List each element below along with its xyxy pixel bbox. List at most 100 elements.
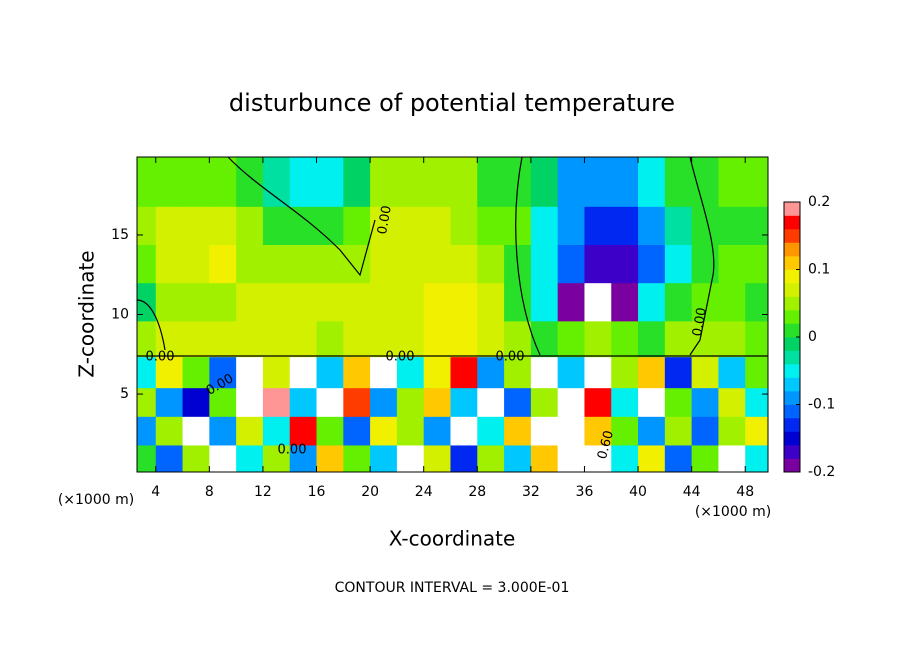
field-cell	[137, 387, 157, 417]
field-cell	[262, 356, 291, 389]
field-cell	[316, 416, 344, 446]
field-cell	[584, 206, 612, 245]
field-cell	[137, 282, 157, 322]
colorbar-swatch	[784, 323, 800, 338]
field-cell	[584, 356, 612, 389]
field-cell	[209, 444, 237, 473]
field-cell	[530, 206, 559, 245]
field-cell	[504, 444, 532, 473]
field-cell	[611, 387, 639, 417]
field-cell	[691, 244, 719, 284]
field-cell	[209, 416, 237, 446]
field-cell	[530, 282, 559, 322]
colorbar-swatch	[784, 283, 800, 297]
colorbar-swatch	[784, 269, 800, 284]
field-cell	[289, 282, 318, 322]
field-cell	[137, 320, 157, 358]
field-cell	[477, 320, 505, 358]
field-cell	[137, 244, 157, 284]
field-cell	[504, 387, 532, 417]
field-cell	[343, 356, 371, 389]
field-cell	[664, 206, 693, 245]
field-cell	[557, 320, 585, 358]
field-cell	[718, 157, 746, 207]
field-cell	[396, 206, 425, 245]
field-cell	[155, 282, 184, 322]
colorbar-swatch	[784, 431, 800, 446]
contour-label: 0.00	[386, 350, 415, 365]
field-cell	[584, 320, 612, 358]
field-cell	[155, 356, 184, 389]
field-cell	[182, 416, 210, 446]
field-cell	[262, 416, 291, 446]
colorbar-swatch	[784, 310, 800, 324]
field-cell	[664, 244, 693, 284]
field-cell	[209, 282, 237, 322]
field-cell	[343, 444, 371, 473]
field-cell	[477, 356, 505, 389]
contour-line	[689, 156, 715, 356]
field-cell	[137, 356, 157, 389]
field-cell	[611, 444, 639, 473]
field-cell	[557, 356, 585, 389]
field-cell	[209, 206, 237, 245]
x-axis-label: X-coordinate	[389, 527, 516, 551]
field-cell	[504, 320, 532, 358]
field-cell	[745, 206, 769, 245]
colorbar-swatch	[784, 377, 800, 392]
field-cell	[262, 282, 291, 322]
field-cell	[316, 320, 344, 358]
x-tick-label: 12	[254, 484, 272, 500]
y-unit-label: (×1000 m)	[58, 492, 134, 508]
contour-label: 0.00	[690, 306, 710, 337]
colorbar-swatch	[784, 404, 800, 419]
field-cell	[209, 356, 237, 389]
x-tick-label: 44	[683, 484, 701, 500]
field-cell	[289, 356, 318, 389]
field-cell	[745, 320, 769, 358]
field-cell	[477, 387, 505, 417]
y-tick-label: 10	[111, 307, 129, 323]
field-cell	[370, 282, 398, 322]
field-cell	[611, 282, 639, 322]
field-cell	[718, 416, 746, 446]
field-cell	[691, 416, 719, 446]
field-cell	[664, 416, 693, 446]
field-cell	[396, 416, 425, 446]
field-cell	[638, 356, 666, 389]
field-cell	[155, 157, 184, 207]
field-cell	[343, 206, 371, 245]
colorbar-swatch	[784, 445, 800, 459]
field-cell	[745, 416, 769, 446]
field-cell	[343, 157, 371, 207]
field-cell	[137, 444, 157, 473]
field-cell	[638, 244, 666, 284]
field-cell	[745, 157, 769, 207]
field-cell	[530, 416, 559, 446]
field-cell	[450, 320, 478, 358]
field-cell	[262, 320, 291, 358]
field-cell	[396, 356, 425, 389]
x-tick-label: 36	[576, 484, 594, 500]
field-cell	[557, 444, 585, 473]
field-cell	[530, 444, 559, 473]
colorbar-swatch	[784, 296, 800, 311]
x-tick-label: 48	[736, 484, 754, 500]
field-cell	[209, 157, 237, 207]
colorbar-swatch	[784, 458, 800, 473]
contour-label: 0.00	[496, 350, 525, 365]
field-cell	[236, 416, 264, 446]
colorbar-tick-label: -0.2	[808, 464, 835, 480]
field-cell	[584, 282, 612, 322]
y-tick-label: 5	[120, 386, 129, 402]
field-cell	[236, 244, 264, 284]
field-cell	[236, 282, 264, 322]
field-cell	[718, 444, 746, 473]
field-cell	[155, 206, 184, 245]
contour-line	[227, 156, 376, 277]
y-tick-label: 15	[111, 227, 129, 243]
field-cell	[316, 356, 344, 389]
field-cell	[155, 244, 184, 284]
field-cell	[289, 244, 318, 284]
field-cell	[370, 157, 398, 207]
